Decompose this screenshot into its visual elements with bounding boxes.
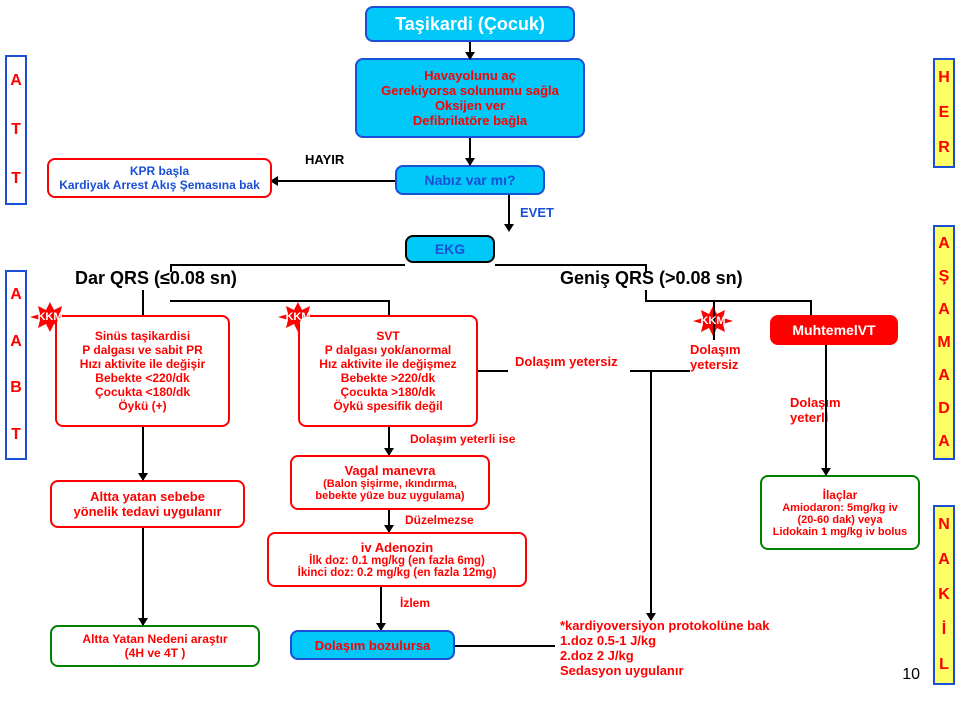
ilaclar-box: İlaçlar Amiodaron: 5mg/kg iv (20-60 dak)…: [760, 475, 920, 550]
vbar-aabt: AABT: [5, 270, 27, 460]
dy2-label: Dolaşım yetersiz: [690, 342, 741, 372]
vbar-att: ATT: [5, 55, 27, 205]
izlem-label: İzlem: [400, 596, 430, 610]
dar-qrs-label: Dar QRS (≤0.08 sn): [75, 268, 237, 289]
genis-qrs-label: Geniş QRS (>0.08 sn): [560, 268, 743, 289]
sinus-box: Sinüs taşikardisi P dalgası ve sabit PR …: [55, 315, 230, 427]
evet-label: EVET: [520, 205, 554, 220]
altta-tedavi-box: Altta yatan sebebe yönelik tedavi uygula…: [50, 480, 245, 528]
svt-box: SVT P dalgası yok/anormal Hız aktivite i…: [298, 315, 478, 427]
altta-neden-box: Altta Yatan Nedeni araştır (4H ve 4T ): [50, 625, 260, 667]
muhtemelvt-box: MuhtemelVT: [770, 315, 898, 345]
vagal-box: Vagal manevra (Balon şişirme, ıkındırma,…: [290, 455, 490, 510]
vbar-her: HER: [933, 58, 955, 168]
duzelmezse-label: Düzelmezse: [405, 513, 474, 527]
hayir-label: HAYIR: [305, 152, 344, 167]
title-box: Taşikardi (Çocuk): [365, 6, 575, 42]
vbar-nakil: NAKİL: [933, 505, 955, 685]
vbar-asamada: AŞAMADA: [933, 225, 955, 460]
ekg-box: EKG: [405, 235, 495, 263]
d-yeterli-label: Dolaşım yeterli: [790, 395, 841, 425]
kardiyov-text: *kardiyoversiyon protokolüne bak 1.doz 0…: [560, 618, 770, 678]
dy-ise-label: Dolaşım yeterli ise: [410, 432, 515, 446]
kpr-box: KPR başla Kardiyak Arrest Akış Şemasına …: [47, 158, 272, 198]
bozulursa-box: Dolaşım bozulursa: [290, 630, 455, 660]
pulse-box: Nabız var mı?: [395, 165, 545, 195]
adenozin-box: iv Adenozin İlk doz: 0.1 mg/kg (en fazla…: [267, 532, 527, 587]
page-number: 10: [902, 666, 920, 684]
airway-box: Havayolunu aç Gerekiyorsa solunumu sağla…: [355, 58, 585, 138]
dy1-label: Dolaşım yetersiz: [515, 354, 618, 369]
